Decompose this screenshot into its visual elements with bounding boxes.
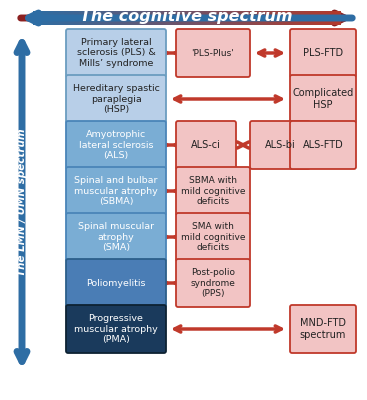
Bar	[89, 11, 95, 25]
Bar	[253, 11, 259, 25]
Bar	[284, 11, 289, 25]
FancyBboxPatch shape	[290, 121, 356, 169]
Bar	[94, 11, 100, 25]
Text: PLS-FTD: PLS-FTD	[303, 48, 343, 58]
Bar	[325, 11, 330, 25]
Bar	[146, 11, 151, 25]
Bar	[48, 11, 54, 25]
FancyBboxPatch shape	[290, 29, 356, 77]
Text: The cognitive spectrum: The cognitive spectrum	[80, 10, 293, 24]
Text: Hereditary spastic
paraplegia
(HSP): Hereditary spastic paraplegia (HSP)	[73, 84, 159, 114]
Bar	[268, 11, 274, 25]
Bar	[197, 11, 202, 25]
Bar	[243, 11, 248, 25]
Bar	[38, 11, 44, 25]
Bar	[294, 11, 299, 25]
FancyBboxPatch shape	[66, 259, 166, 307]
Bar	[181, 11, 187, 25]
Text: Spinal and bulbar
muscular atrophy
(SBMA): Spinal and bulbar muscular atrophy (SBMA…	[74, 176, 158, 206]
Bar	[115, 11, 120, 25]
Bar	[315, 11, 320, 25]
Bar	[84, 11, 90, 25]
Bar	[212, 11, 218, 25]
Bar	[120, 11, 126, 25]
Bar	[309, 11, 315, 25]
Text: Complicated
HSP: Complicated HSP	[292, 88, 354, 110]
Bar	[64, 11, 69, 25]
Bar	[130, 11, 136, 25]
Text: ALS-FTD: ALS-FTD	[303, 140, 344, 150]
Bar	[141, 11, 146, 25]
Text: Post-polio
syndrome
(PPS): Post-polio syndrome (PPS)	[190, 268, 236, 298]
FancyBboxPatch shape	[290, 75, 356, 123]
Bar	[186, 11, 192, 25]
Bar	[304, 11, 310, 25]
Bar	[289, 11, 294, 25]
Text: Amyotrophic
lateral sclerosis
(ALS): Amyotrophic lateral sclerosis (ALS)	[79, 130, 153, 160]
FancyBboxPatch shape	[66, 75, 166, 123]
Bar	[258, 11, 264, 25]
Bar	[279, 11, 284, 25]
FancyBboxPatch shape	[66, 305, 166, 353]
Bar	[273, 11, 279, 25]
Bar	[207, 11, 212, 25]
Bar	[79, 11, 85, 25]
Bar	[69, 11, 75, 25]
Text: SBMA with
mild cognitive
deficits: SBMA with mild cognitive deficits	[181, 176, 245, 206]
FancyBboxPatch shape	[66, 121, 166, 169]
Text: Spinal muscular
atrophy
(SMA): Spinal muscular atrophy (SMA)	[78, 222, 154, 252]
Text: Poliomyelitis: Poliomyelitis	[86, 278, 146, 288]
Bar	[59, 11, 64, 25]
Bar	[151, 11, 156, 25]
Bar	[222, 11, 228, 25]
Bar	[320, 11, 325, 25]
Text: Primary lateral
sclerosis (PLS) &
Mills’ syndrome: Primary lateral sclerosis (PLS) & Mills’…	[77, 38, 155, 68]
Bar	[135, 11, 141, 25]
FancyBboxPatch shape	[290, 305, 356, 353]
Text: ALS-bi: ALS-bi	[265, 140, 295, 150]
Bar	[248, 11, 254, 25]
FancyBboxPatch shape	[250, 121, 310, 169]
Bar	[105, 11, 110, 25]
Bar	[228, 11, 233, 25]
Bar	[217, 11, 223, 25]
Bar	[110, 11, 115, 25]
Text: 'PLS-Plus': 'PLS-Plus'	[192, 48, 235, 58]
Bar	[43, 11, 49, 25]
Bar	[125, 11, 131, 25]
Bar	[54, 11, 59, 25]
Text: The LMN / UMN spectrum: The LMN / UMN spectrum	[17, 128, 27, 276]
Bar	[166, 11, 172, 25]
Text: SMA with
mild cognitive
deficits: SMA with mild cognitive deficits	[181, 222, 245, 252]
FancyBboxPatch shape	[66, 213, 166, 261]
Bar	[176, 11, 182, 25]
Bar	[330, 11, 335, 25]
FancyBboxPatch shape	[176, 259, 250, 307]
FancyBboxPatch shape	[176, 167, 250, 215]
Bar	[161, 11, 167, 25]
Bar	[74, 11, 80, 25]
Bar	[33, 11, 39, 25]
Text: MND-FTD
spectrum: MND-FTD spectrum	[300, 318, 346, 340]
Bar	[156, 11, 161, 25]
Text: ALS-ci: ALS-ci	[191, 140, 221, 150]
FancyBboxPatch shape	[66, 167, 166, 215]
FancyBboxPatch shape	[176, 121, 236, 169]
FancyBboxPatch shape	[176, 29, 250, 77]
FancyBboxPatch shape	[66, 29, 166, 77]
Bar	[171, 11, 177, 25]
Bar	[192, 11, 197, 25]
Bar	[202, 11, 207, 25]
Bar	[233, 11, 238, 25]
Bar	[238, 11, 243, 25]
Bar	[263, 11, 269, 25]
FancyBboxPatch shape	[176, 213, 250, 261]
Text: Progressive
muscular atrophy
(PMA): Progressive muscular atrophy (PMA)	[74, 314, 158, 344]
Bar	[299, 11, 305, 25]
Bar	[99, 11, 105, 25]
Bar	[335, 11, 341, 25]
